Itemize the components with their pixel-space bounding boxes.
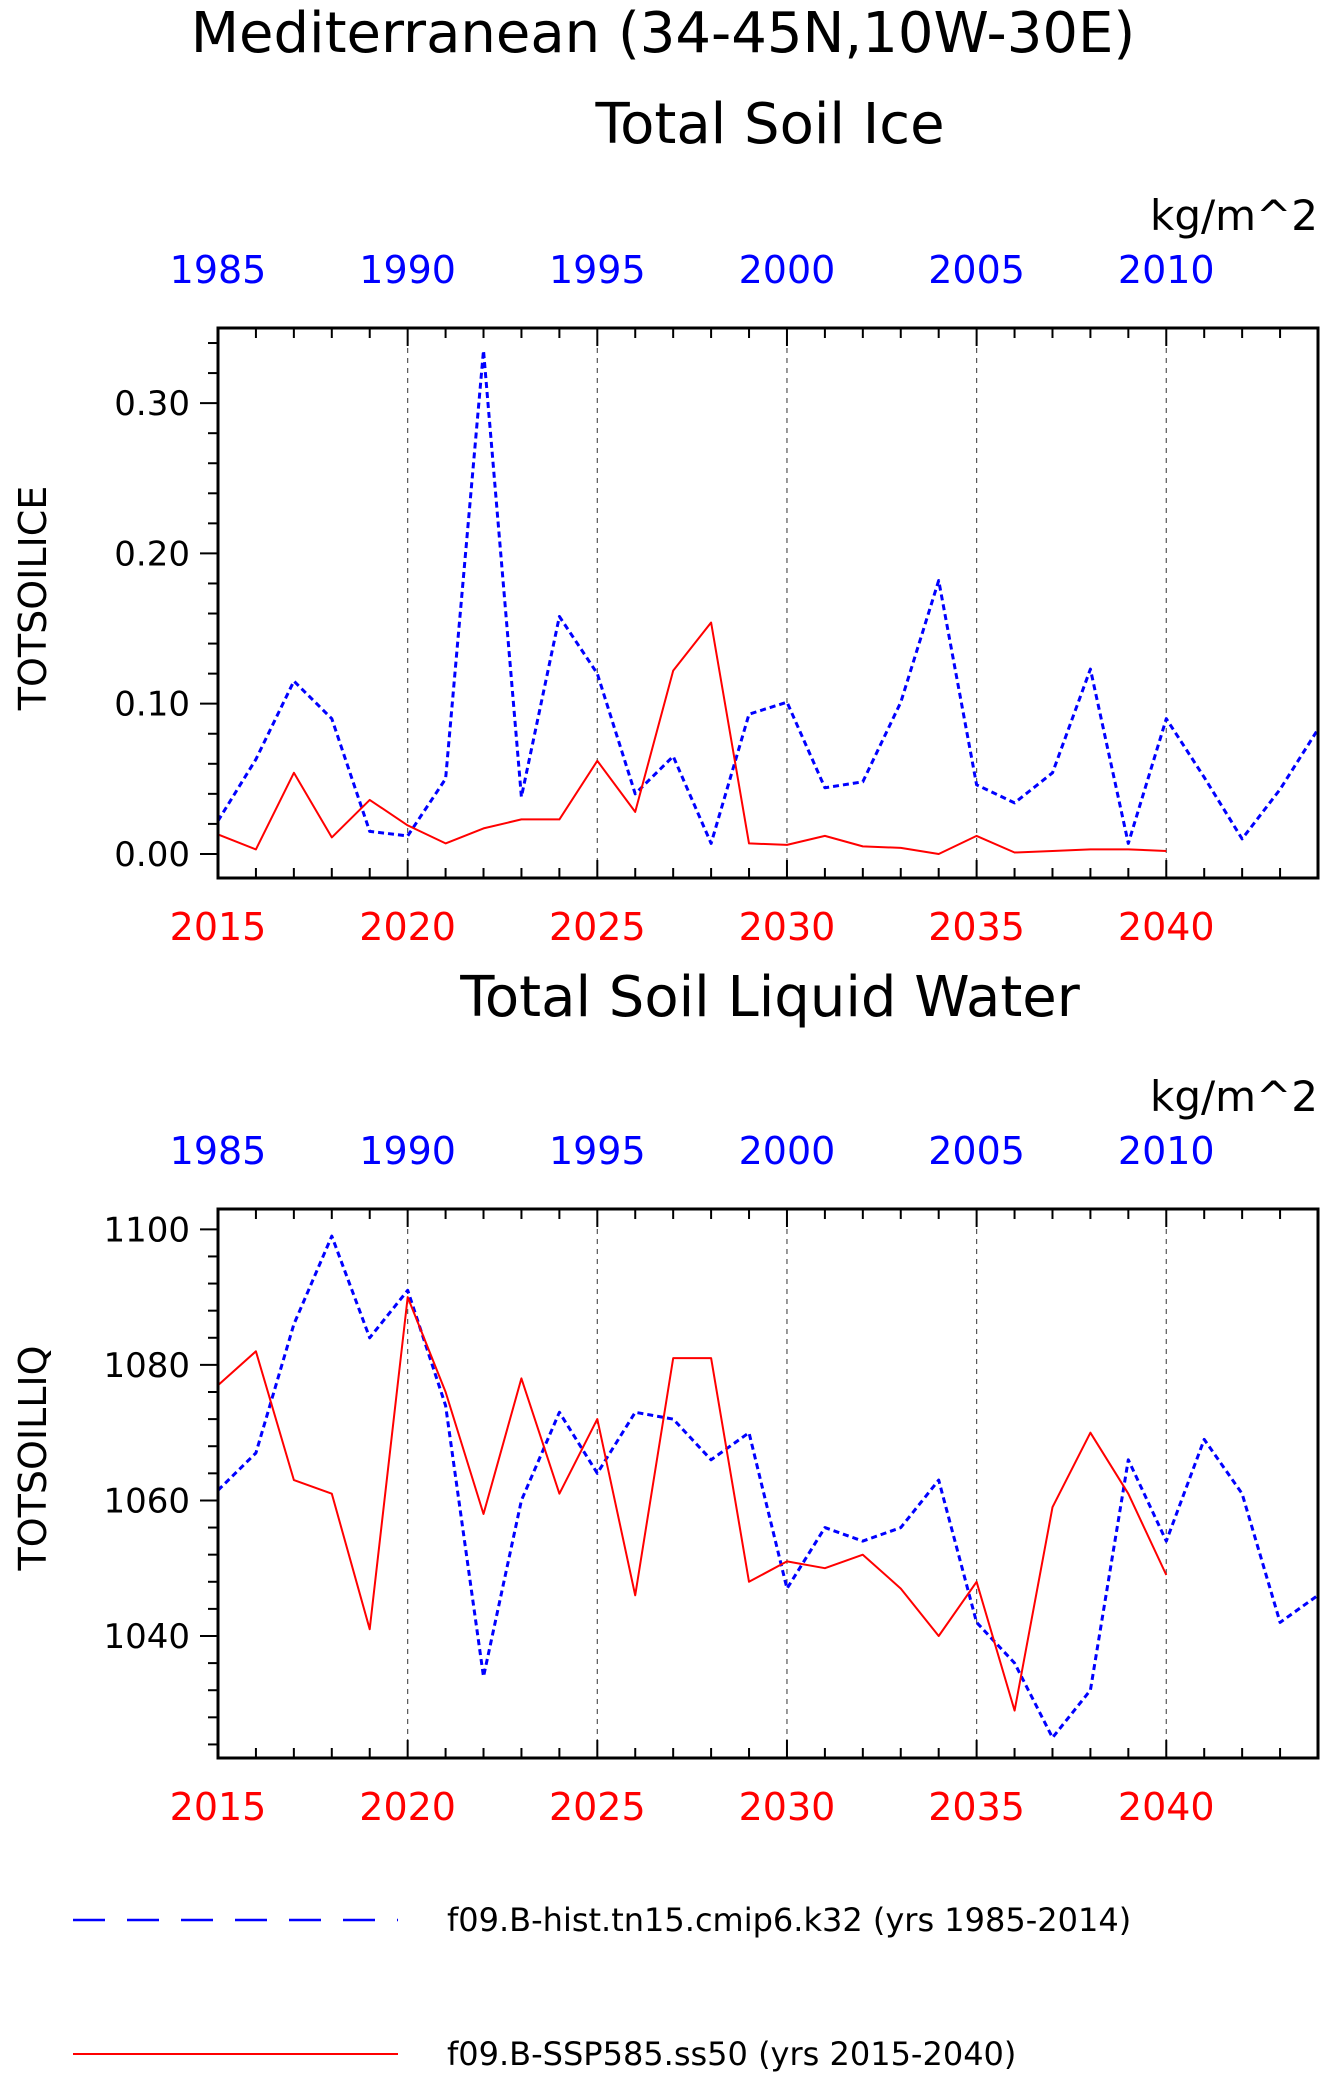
x-bottom-tick-label: 2030	[739, 905, 836, 949]
series-line-hist	[216, 349, 1320, 845]
x-bottom-tick-label: 2040	[1118, 1785, 1215, 1829]
x-top-tick-label: 2000	[739, 248, 836, 292]
panel-title-soil-ice: Total Soil Ice	[594, 92, 944, 157]
x-top-tick-label: 2010	[1118, 248, 1215, 292]
legend-label-hist: f09.B-hist.tn15.cmip6.k32 (yrs 1985-2014…	[447, 1901, 1131, 1939]
series-line-ssp	[217, 1296, 1168, 1712]
y-tick-label: 1040	[103, 1617, 190, 1657]
x-top-tick-label: 2010	[1118, 1129, 1215, 1173]
x-top-tick-label: 2005	[928, 1129, 1025, 1173]
x-bottom-tick-label: 2025	[549, 1785, 646, 1829]
series-line-hist	[216, 1234, 1319, 1740]
x-top-tick-label: 2005	[928, 248, 1025, 292]
y-axis-label-soil-ice: TOTSOILICE	[11, 486, 55, 712]
x-top-tick-label: 1990	[359, 248, 456, 292]
y-tick-label: 1100	[103, 1210, 190, 1250]
legend: f09.B-hist.tn15.cmip6.k32 (yrs 1985-2014…	[73, 1901, 1131, 2073]
x-bottom-tick-label: 2015	[170, 905, 267, 949]
legend-label-ssp: f09.B-SSP585.ss50 (yrs 2015-2040)	[447, 2035, 1016, 2073]
x-bottom-tick-label: 2030	[739, 1785, 836, 1829]
plot-frame	[216, 1207, 1320, 1760]
x-top-tick-label: 1990	[359, 1129, 456, 1173]
x-bottom-tick-label: 2035	[928, 905, 1025, 949]
plot-frame	[216, 326, 1320, 880]
x-bottom-tick-label: 2025	[549, 905, 646, 949]
y-axis-label-soil-liquid: TOTSOILLIQ	[11, 1345, 55, 1571]
x-top-tick-label: 1985	[170, 248, 267, 292]
y-tick-label: 1080	[103, 1346, 190, 1386]
x-top-tick-label: 1995	[549, 1129, 646, 1173]
x-top-tick-label: 2000	[739, 1129, 836, 1173]
x-bottom-tick-label: 2020	[359, 1785, 456, 1829]
x-top-tick-label: 1995	[549, 248, 646, 292]
x-bottom-tick-label: 2035	[928, 1785, 1025, 1829]
x-bottom-tick-label: 2040	[1118, 905, 1215, 949]
panel-title-soil-liquid: Total Soil Liquid Water	[459, 965, 1081, 1030]
units-label-soil-ice: kg/m^2	[1150, 191, 1318, 240]
x-bottom-tick-label: 2020	[359, 905, 456, 949]
panel-total-soil-ice: Total Soil Ice kg/m^2 TOTSOILICE 0.00 0.1…	[11, 92, 1320, 949]
y-tick-label: 0.20	[114, 534, 190, 574]
y-tick-label: 0.10	[114, 685, 190, 725]
units-label-soil-liquid: kg/m^2	[1150, 1072, 1318, 1121]
y-tick-label: 0.00	[114, 835, 190, 875]
y-tick-label: 1060	[103, 1481, 190, 1521]
x-bottom-tick-label: 2015	[170, 1785, 267, 1829]
figure-title: Mediterranean (34-45N,10W-30E)	[191, 1, 1136, 66]
y-tick-label: 0.30	[114, 384, 190, 424]
series-line-ssp	[217, 621, 1167, 855]
x-top-tick-label: 1985	[170, 1129, 267, 1173]
panel-total-soil-liquid-water: Total Soil Liquid Water kg/m^2 TOTSOILLI…	[11, 965, 1320, 1829]
